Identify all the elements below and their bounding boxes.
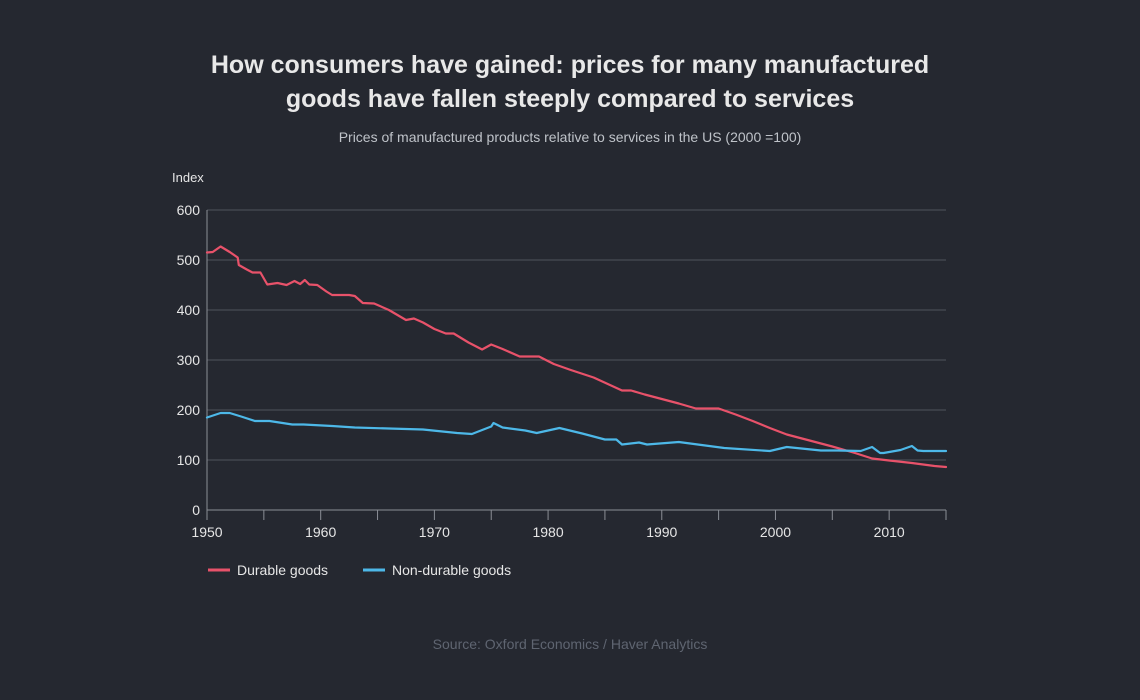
x-tick-label: 1950 xyxy=(191,524,222,540)
source-note: Source: Oxford Economics / Haver Analyti… xyxy=(432,636,708,652)
x-tick-label: 1990 xyxy=(646,524,677,540)
x-tick-label: 1980 xyxy=(532,524,563,540)
y-axis-label: Index xyxy=(172,170,204,185)
series-line-1 xyxy=(205,411,948,455)
chart-title-line-2: goods have fallen steeply compared to se… xyxy=(285,85,855,113)
x-tick-label: 1960 xyxy=(305,524,336,540)
y-tick-label: 600 xyxy=(177,202,201,218)
x-tick-label: 1970 xyxy=(419,524,450,540)
y-tick-label: 300 xyxy=(177,352,201,368)
chart-subtitle: Prices of manufactured products relative… xyxy=(338,129,802,145)
x-tick-label: 2000 xyxy=(760,524,791,540)
x-tick-label: 2010 xyxy=(874,524,905,540)
y-tick-label: 0 xyxy=(192,502,200,518)
y-tick-label: 400 xyxy=(177,302,201,318)
legend-label-1: Non-durable goods xyxy=(392,562,511,578)
y-tick-label: 200 xyxy=(177,402,201,418)
chart-title-line-1: How consumers have gained: prices for ma… xyxy=(210,51,930,79)
y-tick-label: 100 xyxy=(177,452,201,468)
y-tick-label: 500 xyxy=(177,252,201,268)
series-line-0 xyxy=(205,245,948,469)
chart-title: How consumers have gained: prices for ma… xyxy=(0,48,1140,116)
legend-label-0: Durable goods xyxy=(237,562,328,578)
